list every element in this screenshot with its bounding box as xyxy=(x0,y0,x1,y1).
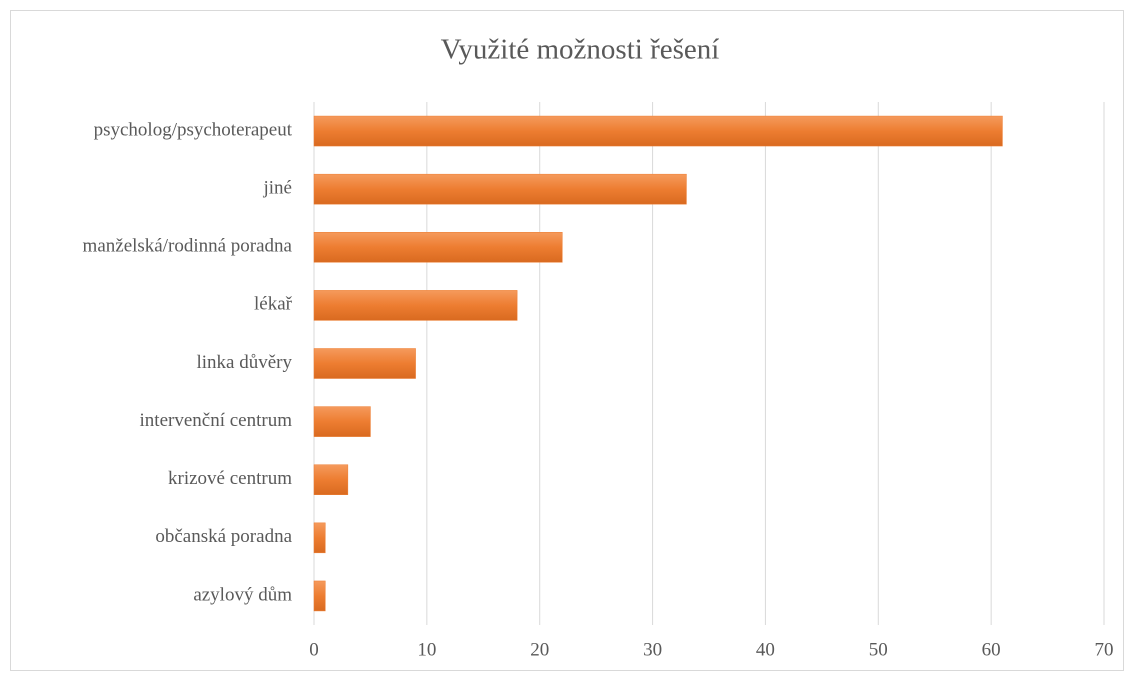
bar xyxy=(313,173,687,205)
x-tick-label: 30 xyxy=(643,639,662,660)
y-tick-label: azylový dům xyxy=(193,584,292,605)
bar xyxy=(313,406,371,437)
y-tick-label: intervenční centrum xyxy=(140,410,293,431)
x-tick-label: 20 xyxy=(530,639,549,660)
bar xyxy=(313,115,1003,147)
x-tick-label: 0 xyxy=(309,639,319,660)
x-tick-label: 50 xyxy=(869,639,888,660)
y-tick-label: krizové centrum xyxy=(168,468,292,489)
y-tick-label: jiné xyxy=(263,178,293,199)
x-tick-label: 60 xyxy=(982,639,1001,660)
y-tick-label: linka důvěry xyxy=(196,352,292,373)
y-tick-label: občanská poradna xyxy=(155,526,292,547)
chart-title: Využité možnosti řešení xyxy=(441,34,720,66)
x-tick-label: 70 xyxy=(1095,639,1114,660)
bar xyxy=(313,522,326,554)
bar xyxy=(313,290,518,321)
y-tick-label: psycholog/psychoterapeut xyxy=(94,119,293,140)
bar xyxy=(313,580,326,612)
chart-border xyxy=(10,10,1124,671)
bar xyxy=(313,464,349,495)
bar xyxy=(313,232,563,263)
y-tick-label: lékař xyxy=(254,294,293,315)
x-tick-label: 40 xyxy=(756,639,775,660)
x-tick-label: 10 xyxy=(417,639,436,660)
bar xyxy=(313,348,416,379)
y-tick-label: manželská/rodinná poradna xyxy=(83,236,293,257)
